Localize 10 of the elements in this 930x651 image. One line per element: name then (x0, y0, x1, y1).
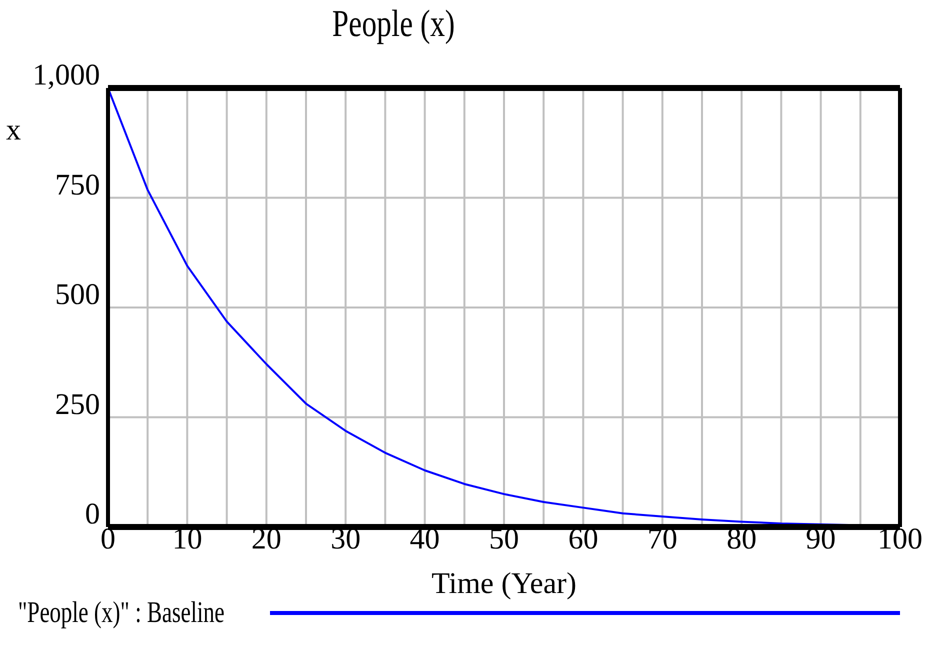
y-tick-label: 1,000 (32, 58, 100, 92)
x-axis-title: Time (Year) (431, 567, 577, 600)
y-tick-label: 750 (55, 168, 100, 202)
y-tick-label: 0 (85, 498, 100, 531)
chart-title: People (x) (331, 2, 456, 46)
x-tick-label: 100 (878, 522, 922, 556)
y-axis-title: x (6, 113, 21, 146)
y-tick-label: 250 (55, 388, 100, 421)
y-tick-label: 500 (55, 278, 100, 312)
text: "People (x)" : Baseline (18, 596, 224, 630)
